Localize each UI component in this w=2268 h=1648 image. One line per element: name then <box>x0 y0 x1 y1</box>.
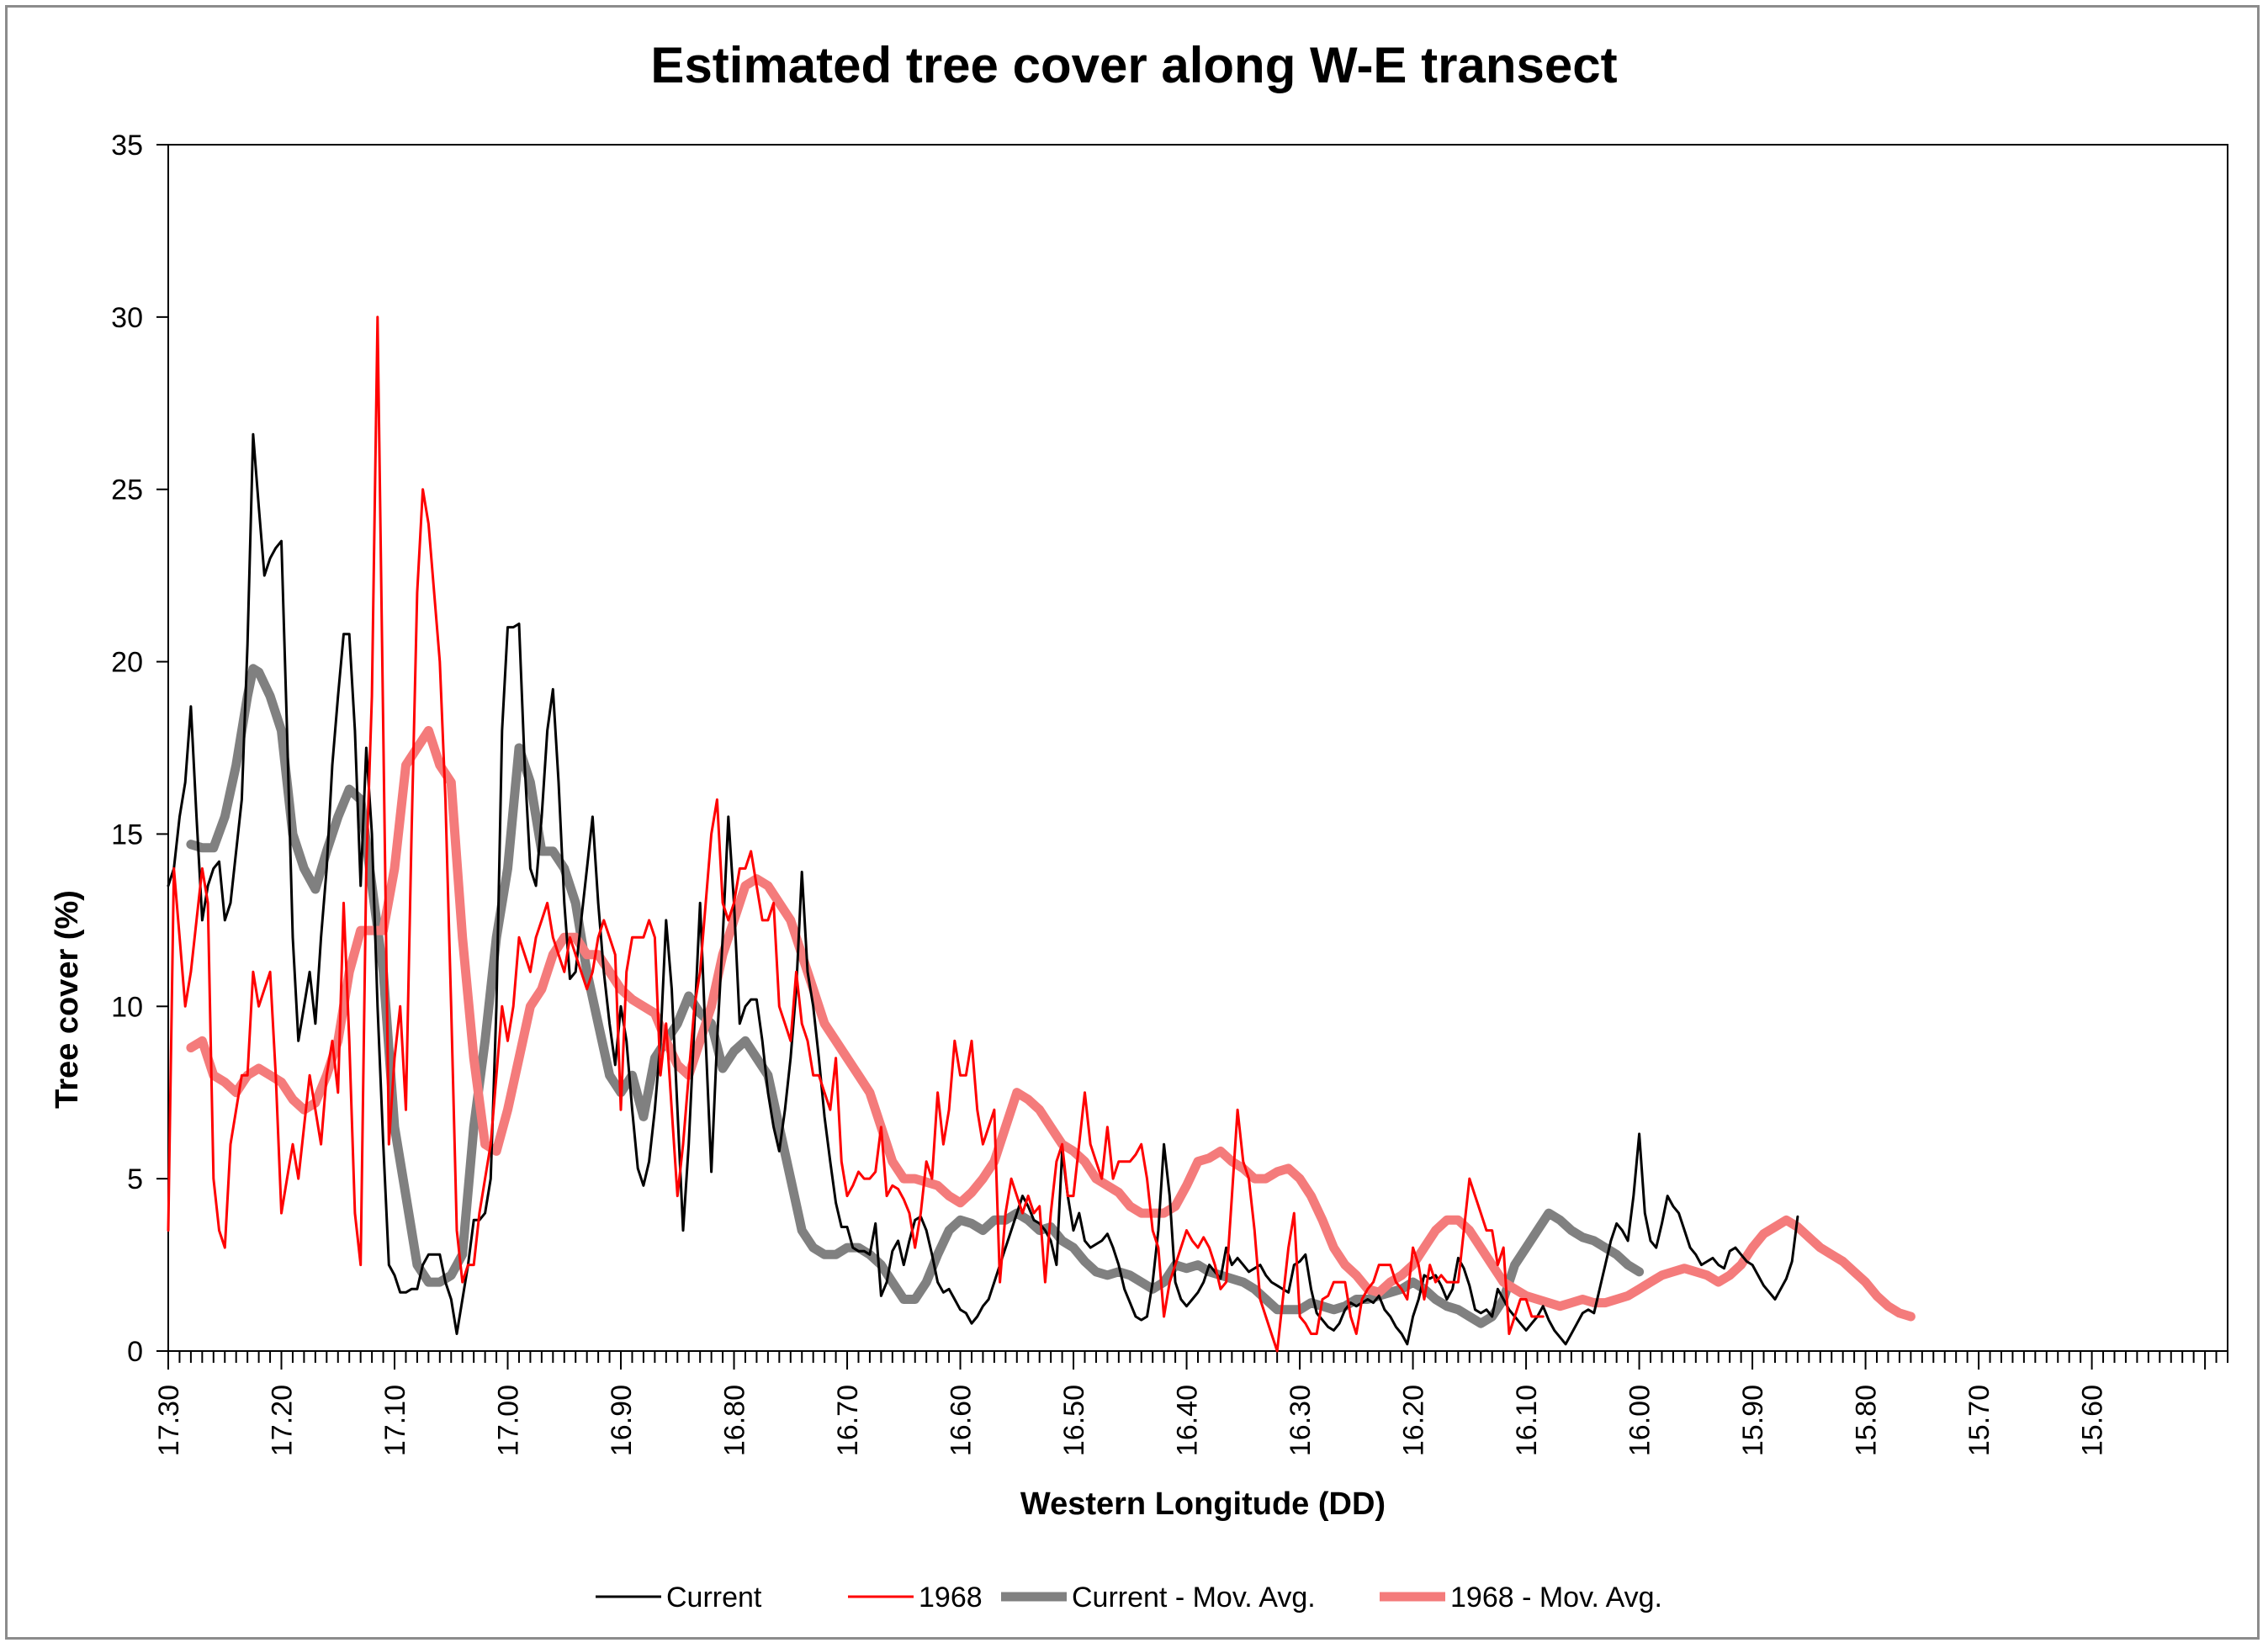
x-tick-label: 17.30 <box>153 1385 185 1456</box>
legend: Current 1968 Current - Mov. Avg. 1968 - Mov… <box>596 1582 1662 1614</box>
x-tick-label: 15.70 <box>1963 1385 1995 1456</box>
y-tick-label: 10 <box>111 991 143 1023</box>
x-tick-label: 16.50 <box>1058 1385 1090 1456</box>
x-axis-title: Western Longitude (DD) <box>1020 1486 1386 1522</box>
series-line-1968-mov-avg <box>186 726 1916 1322</box>
x-tick-label: 16.10 <box>1511 1385 1543 1456</box>
legend-label: 1968 <box>919 1582 983 1614</box>
x-tick-label: 16.60 <box>946 1385 978 1456</box>
legend-label: 1968 - Mov. Avg. <box>1450 1582 1662 1614</box>
x-tick-label: 16.80 <box>719 1385 751 1456</box>
x-tick-label: 16.00 <box>1624 1385 1656 1456</box>
legend-label: Current <box>666 1582 762 1614</box>
x-tick-label: 17.20 <box>267 1385 299 1456</box>
series-line-1968 <box>167 315 1545 1353</box>
x-tick-label: 16.90 <box>606 1385 638 1456</box>
y-tick-label: 5 <box>127 1163 143 1195</box>
chart-frame <box>5 5 2260 1640</box>
y-axis-title: Tree cover (%) <box>50 890 85 1109</box>
y-tick-label: 35 <box>111 130 143 162</box>
legend-label: Current - Mov. Avg. <box>1072 1582 1316 1614</box>
x-tick-label: 15.80 <box>1851 1385 1883 1456</box>
x-tick-label: 15.60 <box>2077 1385 2109 1456</box>
y-tick-label: 25 <box>111 474 143 506</box>
x-tick-label: 17.10 <box>379 1385 411 1456</box>
y-tick-label: 15 <box>111 819 143 850</box>
y-tick-label: 30 <box>111 302 143 334</box>
x-tick-label: 16.70 <box>832 1385 864 1456</box>
chart-title: Estimated tree cover along W-E transect <box>650 37 1617 93</box>
x-tick-label: 17.00 <box>493 1385 525 1456</box>
series-line-current <box>167 432 1799 1346</box>
series-line-current-mov-avg <box>186 664 1645 1328</box>
x-tick-label: 16.30 <box>1285 1385 1317 1456</box>
x-tick-label: 16.40 <box>1172 1385 1204 1456</box>
y-tick-label: 20 <box>111 647 143 679</box>
x-tick-label: 16.20 <box>1398 1385 1430 1456</box>
y-tick-label: 0 <box>127 1336 143 1368</box>
x-tick-label: 15.90 <box>1737 1385 1769 1456</box>
